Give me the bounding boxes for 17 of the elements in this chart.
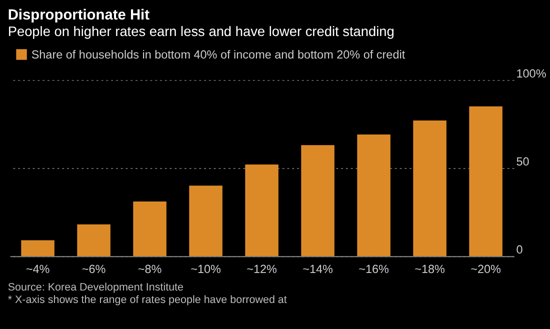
chart-subtitle: People on higher rates earn less and have lower credit standing	[8, 24, 394, 39]
x-tick-label: ~20%	[470, 263, 502, 276]
y-tick-label: 100%	[516, 67, 547, 80]
x-tick-label: ~6%	[82, 263, 106, 276]
x-tick-label: ~4%	[26, 263, 50, 276]
x-tick-label: ~12%	[246, 263, 278, 276]
x-tick-label: ~14%	[302, 263, 334, 276]
source-note: Source: Korea Development Institute	[8, 281, 184, 294]
y-tick-label: 0	[516, 244, 524, 257]
x-tick-label: ~10%	[190, 263, 222, 276]
text: * X-axis shows the range of rates people have borrowed at	[8, 294, 287, 306]
y-tick-label: 50	[516, 156, 530, 169]
chart-title: Disproportionate Hit	[8, 7, 150, 24]
x-tick-label: ~16%	[358, 263, 390, 276]
x-tick-label: ~8%	[138, 263, 162, 276]
x-tick-label: ~18%	[414, 263, 446, 276]
legend-label: Share of households in bottom 40% of income and bottom 20% of credit	[31, 48, 406, 62]
